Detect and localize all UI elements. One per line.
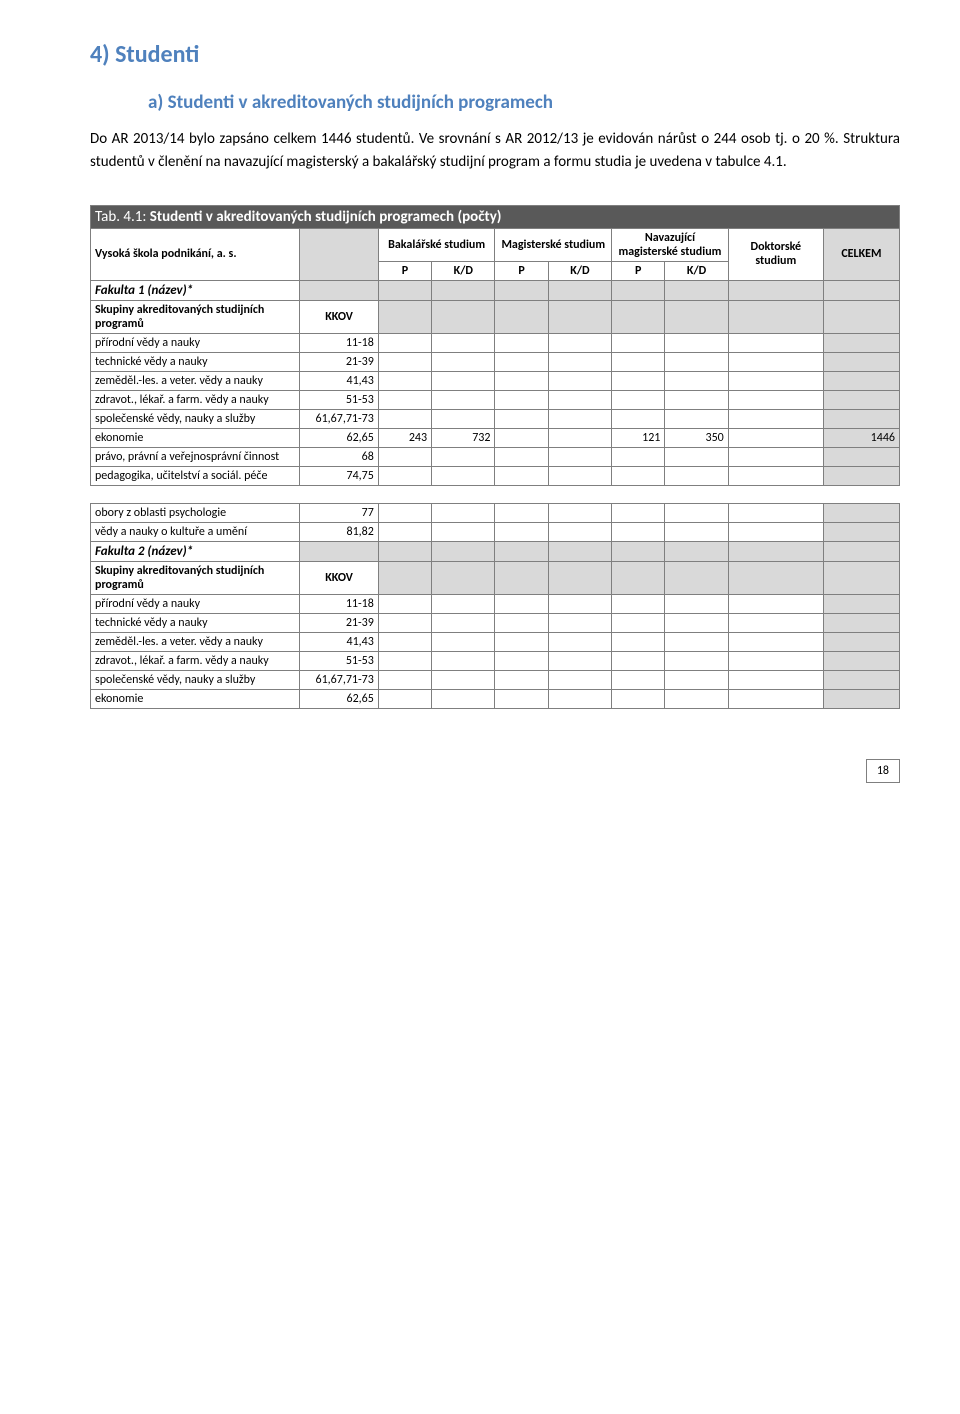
- page-number: 18: [866, 759, 900, 783]
- row-code: 41,43: [300, 632, 379, 651]
- faculty-1-label: Fakulta 1 (název)*: [91, 280, 300, 300]
- row-label: ekonomie: [91, 689, 300, 708]
- row-code: 51-53: [300, 651, 379, 670]
- table-row: přírodní vědy a nauky 11-18: [91, 333, 900, 352]
- hdr-dok: Doktorské studium: [728, 228, 823, 280]
- row-code: 68: [300, 447, 379, 466]
- row-label: ekonomie: [91, 428, 300, 447]
- eko-bak-p: 243: [378, 428, 431, 447]
- eko-bak-kd: 732: [432, 428, 495, 447]
- row-code: 51-53: [300, 390, 379, 409]
- table-title-prefix: Tab. 4.1:: [95, 208, 150, 226]
- table-row: zeměděl.-les. a veter. vědy a nauky 41,4…: [91, 371, 900, 390]
- table-row: obory z oblasti psychologie 77: [91, 503, 900, 522]
- hdr-school: Vysoká škola podnikání, a. s.: [91, 228, 300, 280]
- ekonomie-row-2: ekonomie 62,65: [91, 689, 900, 708]
- kkov-label-1: KKOV: [300, 300, 379, 333]
- students-table: Tab. 4.1: Studenti v akreditovaných stud…: [90, 205, 900, 709]
- row-label: zeměděl.-les. a veter. vědy a nauky: [91, 632, 300, 651]
- row-label: vědy a nauky o kultuře a umění: [91, 522, 300, 541]
- table-row: zeměděl.-les. a veter. vědy a nauky 41,4…: [91, 632, 900, 651]
- row-code: 11-18: [300, 333, 379, 352]
- row-code: 11-18: [300, 594, 379, 613]
- hdr-navmag: Navazující magisterské studium: [612, 228, 729, 261]
- table-row: technické vědy a nauky 21-39: [91, 352, 900, 371]
- eko-navmag-p: 121: [612, 428, 665, 447]
- row-label: pedagogika, učitelství a sociál. péče: [91, 466, 300, 485]
- row-label: zdravot., lékař. a farm. vědy a nauky: [91, 651, 300, 670]
- row-label: právo, právní a veřejnosprávní činnost: [91, 447, 300, 466]
- kkov-label-2: KKOV: [300, 561, 379, 594]
- row-code: 61,67,71-73: [300, 409, 379, 428]
- table-row: vědy a nauky o kultuře a umění 81,82: [91, 522, 900, 541]
- table-row: společenské vědy, nauky a služby 61,67,7…: [91, 670, 900, 689]
- hdr-navmag-kd: K/D: [665, 261, 728, 280]
- group-row-1: Skupiny akreditovaných studijních progra…: [91, 300, 900, 333]
- eko-celkem: 1446: [823, 428, 899, 447]
- faculty-1-row: Fakulta 1 (název)*: [91, 280, 900, 300]
- row-label: společenské vědy, nauky a služby: [91, 670, 300, 689]
- hdr-mag-kd: K/D: [548, 261, 611, 280]
- table-row: zdravot., lékař. a farm. vědy a nauky 51…: [91, 390, 900, 409]
- row-code: 77: [300, 503, 379, 522]
- row-label: technické vědy a nauky: [91, 352, 300, 371]
- table-row: pedagogika, učitelství a sociál. péče 74…: [91, 466, 900, 485]
- hdr-mag: Magisterské studium: [495, 228, 612, 261]
- row-label: obory z oblasti psychologie: [91, 503, 300, 522]
- subsection-a-title: a) Studenti v akreditovaných studijních …: [148, 91, 900, 114]
- spacer-row: [91, 485, 900, 503]
- table-title-cell: Tab. 4.1: Studenti v akreditovaných stud…: [91, 205, 900, 228]
- hdr-bak: Bakalářské studium: [378, 228, 495, 261]
- table-row: přírodní vědy a nauky 11-18: [91, 594, 900, 613]
- group-label-1: Skupiny akreditovaných studijních progra…: [91, 300, 300, 333]
- row-label: přírodní vědy a nauky: [91, 333, 300, 352]
- table-row: právo, právní a veřejnosprávní činnost 6…: [91, 447, 900, 466]
- row-code: 74,75: [300, 466, 379, 485]
- table-row: společenské vědy, nauky a služby 61,67,7…: [91, 409, 900, 428]
- row-code: 41,43: [300, 371, 379, 390]
- table-title-row: Tab. 4.1: Studenti v akreditovaných stud…: [91, 205, 900, 228]
- hdr-bak-kd: K/D: [432, 261, 495, 280]
- ekonomie-row-1: ekonomie 62,65 243 732 121 350 1446: [91, 428, 900, 447]
- table-row: zdravot., lékař. a farm. vědy a nauky 51…: [91, 651, 900, 670]
- eko-navmag-kd: 350: [665, 428, 728, 447]
- row-label: technické vědy a nauky: [91, 613, 300, 632]
- hdr-bak-p: P: [378, 261, 431, 280]
- group-label-2: Skupiny akreditovaných studijních progra…: [91, 561, 300, 594]
- row-code: 61,67,71-73: [300, 670, 379, 689]
- hdr-blank-kkov: [300, 228, 379, 280]
- faculty-2-label: Fakulta 2 (název)*: [91, 541, 300, 561]
- row-code: 62,65: [300, 689, 379, 708]
- row-code: 81,82: [300, 522, 379, 541]
- row-code: 62,65: [300, 428, 379, 447]
- row-code: 21-39: [300, 613, 379, 632]
- row-code: 21-39: [300, 352, 379, 371]
- group-row-2: Skupiny akreditovaných studijních progra…: [91, 561, 900, 594]
- section-title: 4) Studenti: [90, 40, 900, 69]
- hdr-navmag-p: P: [612, 261, 665, 280]
- table-row: technické vědy a nauky 21-39: [91, 613, 900, 632]
- header-row-1: Vysoká škola podnikání, a. s. Bakalářské…: [91, 228, 900, 261]
- row-label: zdravot., lékař. a farm. vědy a nauky: [91, 390, 300, 409]
- row-label: přírodní vědy a nauky: [91, 594, 300, 613]
- row-label: zeměděl.-les. a veter. vědy a nauky: [91, 371, 300, 390]
- hdr-mag-p: P: [495, 261, 548, 280]
- hdr-celkem: CELKEM: [823, 228, 899, 280]
- table-title-main: Studenti v akreditovaných studijních pro…: [150, 208, 502, 226]
- row-label: společenské vědy, nauky a služby: [91, 409, 300, 428]
- faculty-2-row: Fakulta 2 (název)*: [91, 541, 900, 561]
- intro-paragraph: Do AR 2013/14 bylo zapsáno celkem 1446 s…: [90, 128, 900, 175]
